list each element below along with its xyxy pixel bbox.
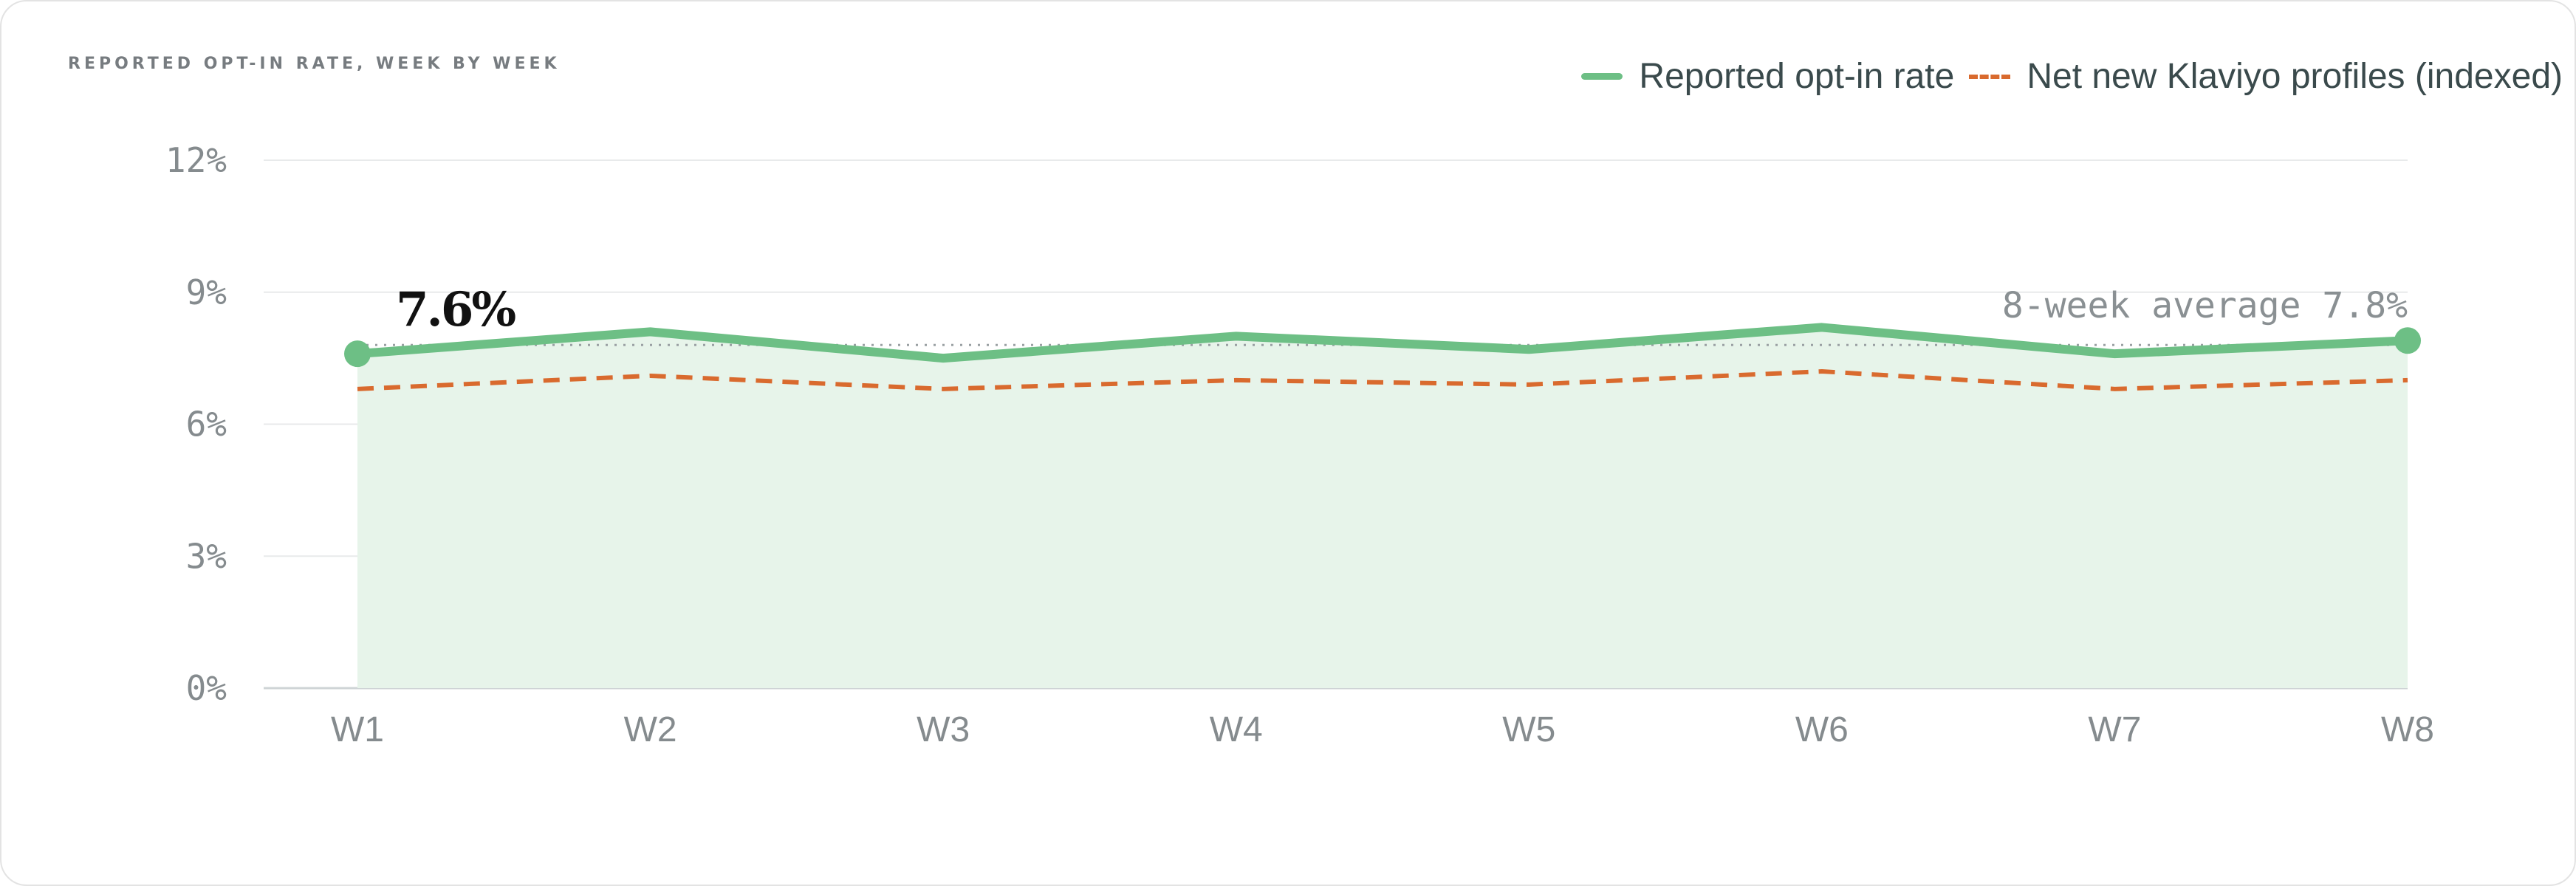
x-tick-label: W1 <box>331 710 384 749</box>
legend-swatch-dashed <box>1969 74 2011 79</box>
y-tick-label: 12% <box>165 140 227 180</box>
y-tick-label: 0% <box>186 668 227 708</box>
legend-item-opt-in-rate: Reported opt-in rate <box>1581 56 1954 97</box>
chart-title: REPORTED OPT-IN RATE, WEEK BY WEEK <box>68 55 561 73</box>
legend-item-klaviyo-profiles: Net new Klaviyo profiles (indexed) <box>1969 56 2563 97</box>
legend-swatch-solid <box>1581 73 1623 80</box>
x-tick-label: W5 <box>1502 710 1555 749</box>
area-fill <box>357 327 2408 688</box>
x-tick-label: W2 <box>624 710 677 749</box>
series-line-opt-in-rate <box>353 323 2412 363</box>
legend-label-opt-in-rate: Reported opt-in rate <box>1639 57 1955 96</box>
chart-legend: Reported opt-in rate Net new Klaviyo pro… <box>1566 56 2563 97</box>
y-tick-label: 6% <box>186 405 227 444</box>
y-tick-label: 3% <box>186 536 227 576</box>
x-tick-label: W8 <box>2381 710 2434 749</box>
x-tick-label: W7 <box>2088 710 2141 749</box>
series-line-klaviyo-profiles <box>357 369 2408 391</box>
x-tick-label: W3 <box>917 710 970 749</box>
data-point-start <box>344 340 371 368</box>
average-label: 8-week average 7.8% <box>2002 285 2408 326</box>
callout-value-label: 7.6% <box>396 282 515 337</box>
x-tick-label: W4 <box>1210 710 1263 749</box>
y-tick-label: 9% <box>186 272 227 312</box>
legend-label-klaviyo-profiles: Net new Klaviyo profiles (indexed) <box>2027 57 2563 96</box>
x-tick-label: W6 <box>1795 710 1849 749</box>
data-point-end <box>2394 327 2421 354</box>
